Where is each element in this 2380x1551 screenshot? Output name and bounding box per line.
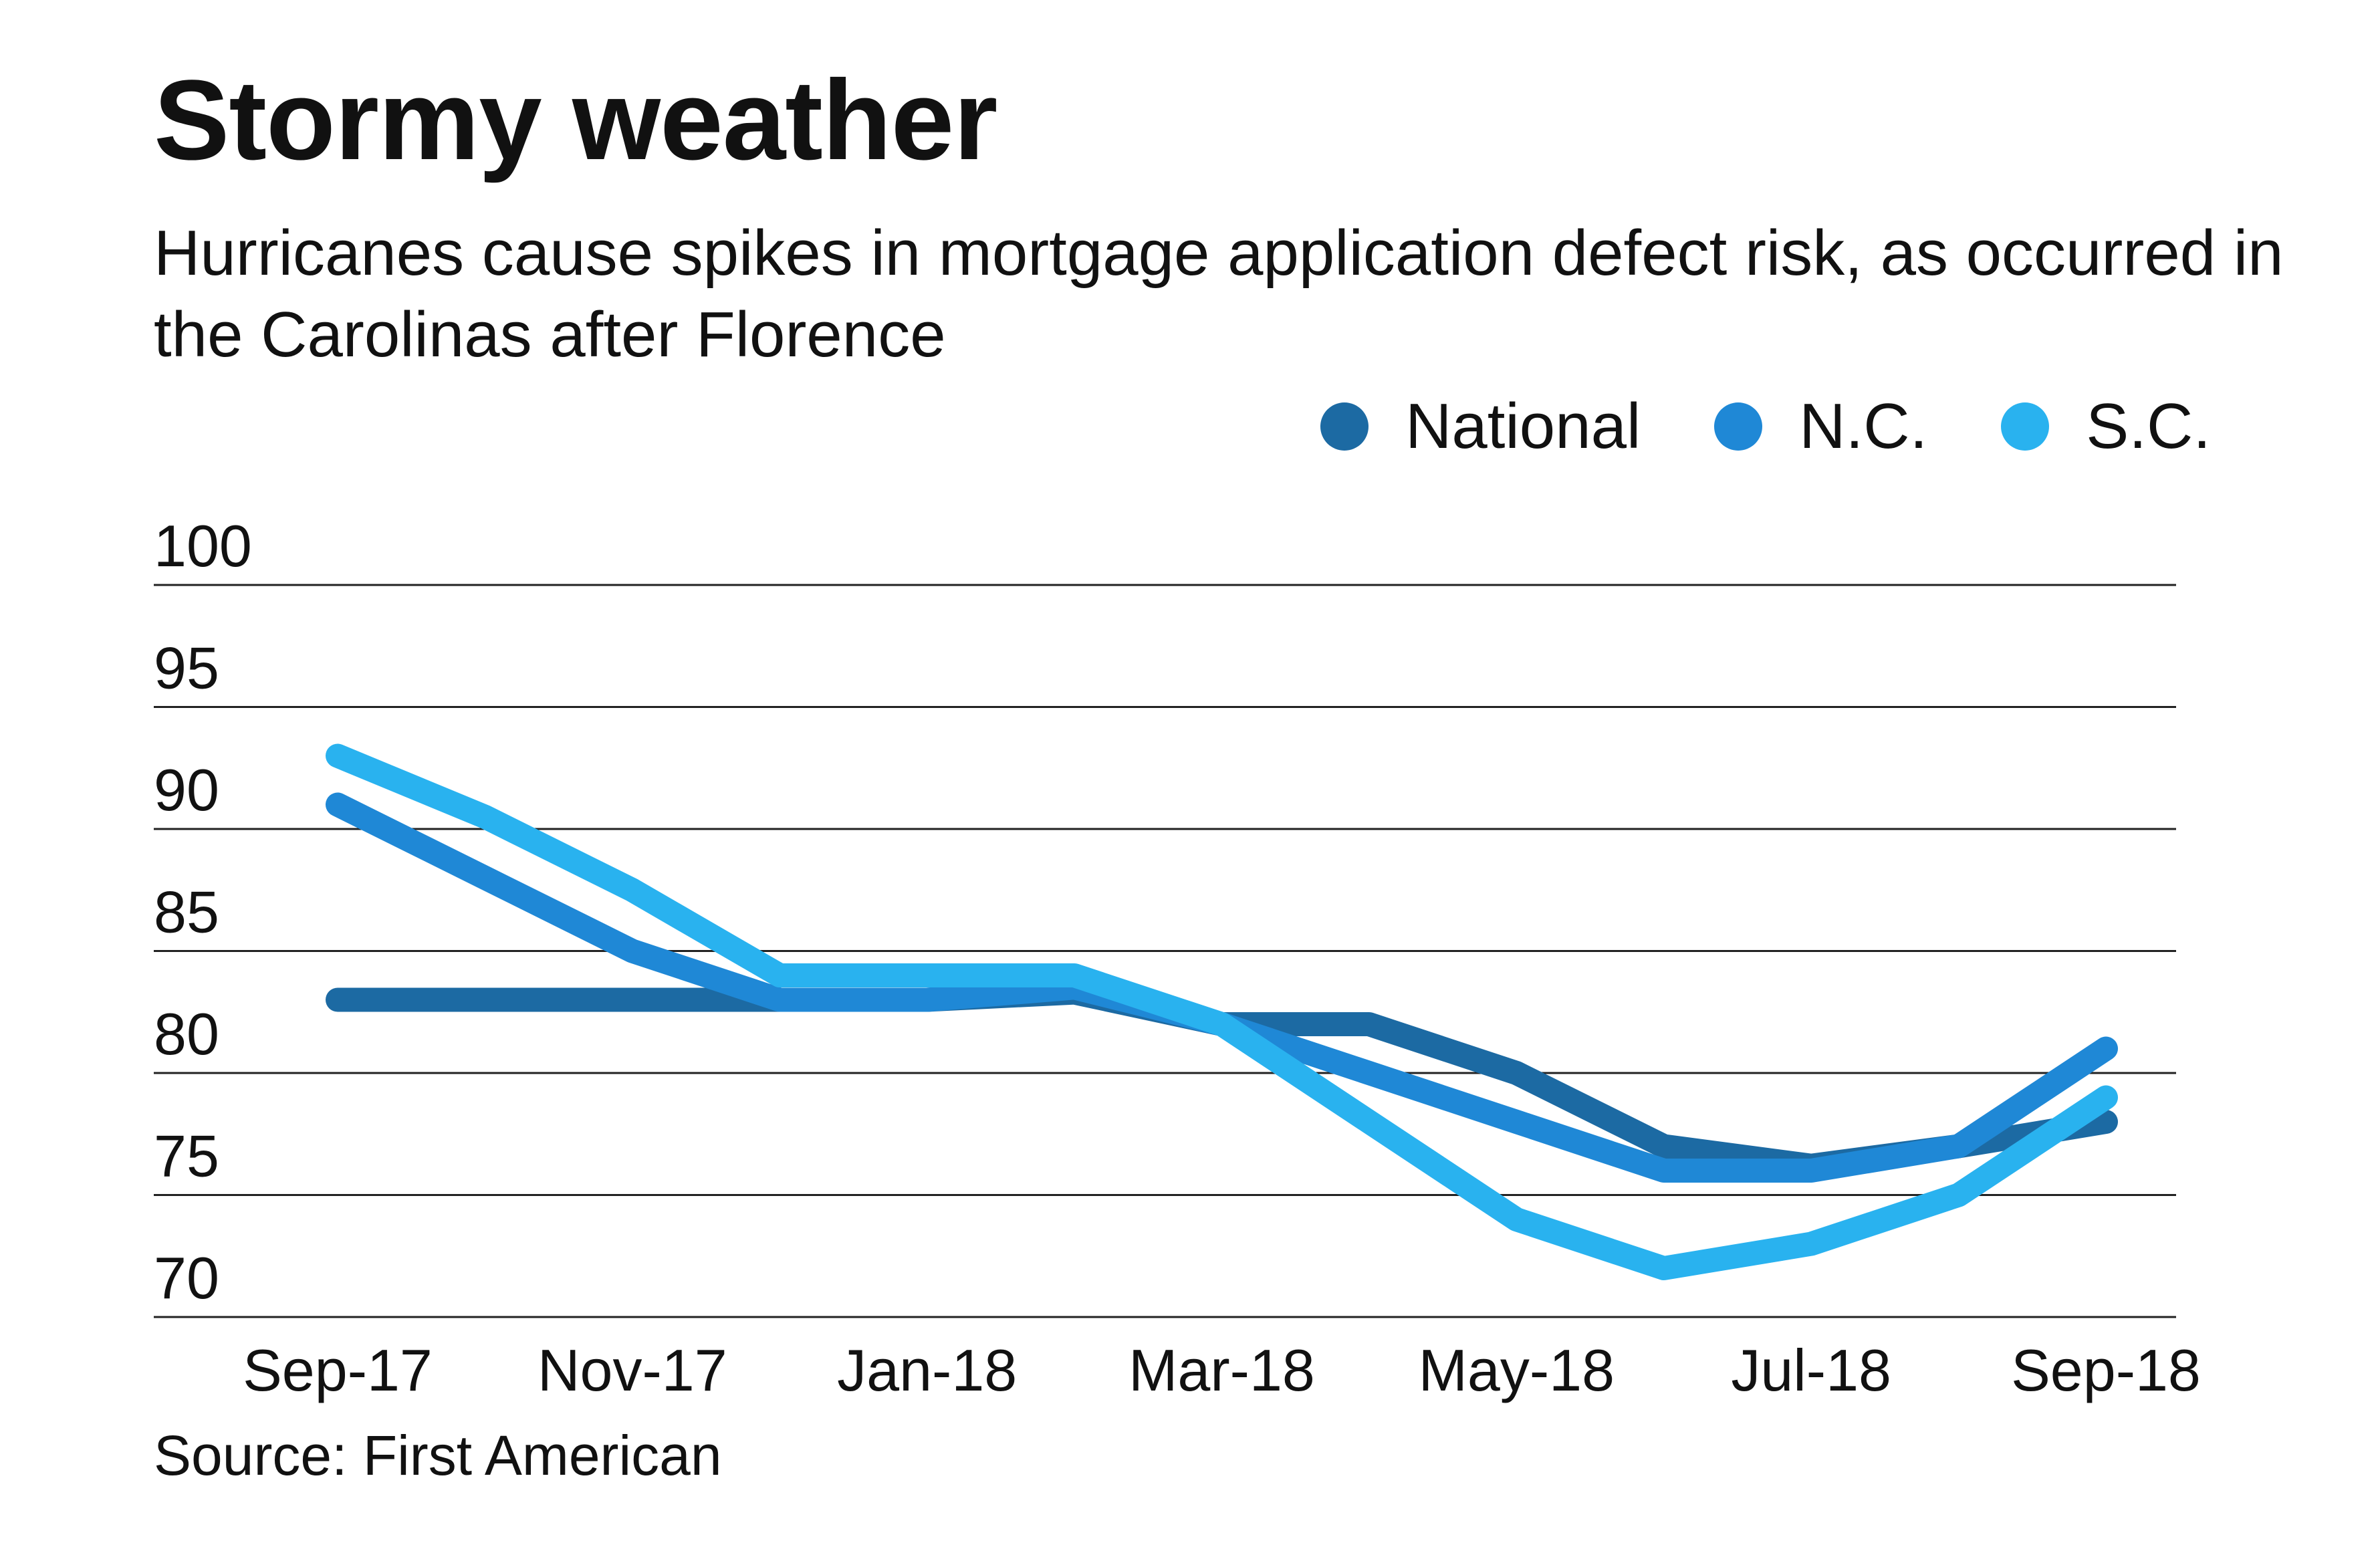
legend: National N.C. S.C. — [1247, 394, 2211, 459]
x-tick-label: Jan-18 — [837, 1337, 1017, 1403]
y-tick-label: 80 — [154, 1001, 219, 1067]
chart-subtitle: Hurricanes cause spikes in mortgage appl… — [154, 217, 2284, 370]
x-axis-ticks: Sep-17 Nov-17 Jan-18 Mar-18 May-18 Jul-18 Sep-… — [243, 1337, 2201, 1403]
series-line-s-c — [326, 743, 2118, 1280]
x-tick-label: Mar-18 — [1128, 1337, 1315, 1403]
series-lines — [326, 743, 2118, 1280]
series-line-n-c — [326, 792, 2118, 1183]
chart-title: Stormy weather — [154, 57, 997, 184]
y-tick-label: 70 — [154, 1245, 219, 1311]
y-tick-label: 95 — [154, 635, 219, 701]
x-tick-label: Jul-18 — [1731, 1337, 1891, 1403]
legend-item-sc: S.C. — [2001, 394, 2211, 459]
x-tick-label: Nov-17 — [538, 1337, 727, 1403]
y-axis-ticks: 70 75 80 85 90 95 100 — [154, 513, 252, 1311]
legend-label-nc: N.C. — [1799, 390, 1928, 462]
gridlines — [154, 584, 2176, 1318]
legend-item-national: National — [1320, 394, 1641, 459]
x-tick-label: May-18 — [1419, 1337, 1615, 1403]
legend-label-national: National — [1405, 390, 1641, 462]
y-tick-label: 75 — [154, 1123, 219, 1189]
y-tick-label: 90 — [154, 757, 219, 823]
legend-item-nc: N.C. — [1714, 394, 1927, 459]
y-tick-label: 85 — [154, 879, 219, 945]
y-tick-label: 100 — [154, 513, 252, 579]
legend-swatch-nc — [1714, 402, 1763, 451]
x-tick-label: Sep-18 — [2011, 1337, 2201, 1403]
x-tick-label: Sep-17 — [243, 1337, 433, 1403]
legend-swatch-sc — [2001, 402, 2050, 451]
source-note: Source: First American — [154, 1424, 722, 1487]
legend-swatch-national — [1320, 402, 1369, 451]
legend-label-sc: S.C. — [2086, 390, 2211, 462]
